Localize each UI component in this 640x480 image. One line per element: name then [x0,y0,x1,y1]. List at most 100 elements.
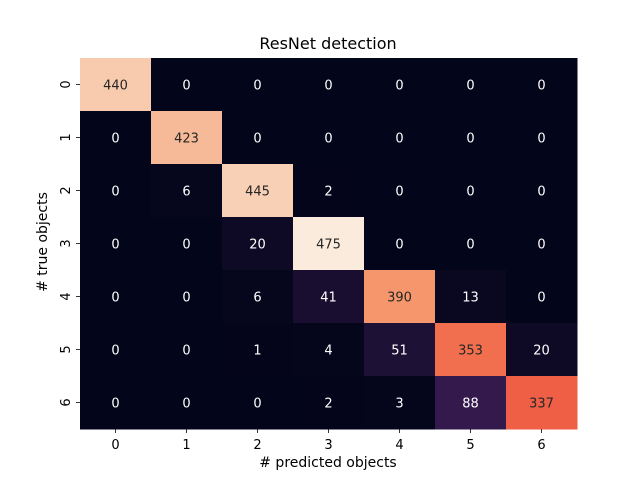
heatmap-cell [506,376,578,430]
heatmap-cell [506,323,578,377]
heatmap-cell [80,323,152,377]
heatmap-cell [151,58,223,112]
cell-value-label: 0 [111,132,119,147]
x-tick-label: 0 [111,438,119,453]
cell-value-label: 0 [537,185,545,200]
y-tick-label: 5 [59,345,74,353]
heatmap-cell [506,270,578,324]
heatmap-cell [293,111,365,165]
cell-value-label: 0 [253,132,261,147]
cell-value-label: 440 [103,79,128,94]
cell-value-label: 0 [324,132,332,147]
cell-value-label: 3 [395,397,403,412]
y-tick-label: 4 [59,292,74,300]
heatmap-cell [151,376,223,430]
cell-value-label: 353 [458,344,483,359]
cell-value-label: 20 [533,344,550,359]
cell-value-label: 0 [111,344,119,359]
cell-value-label: 0 [395,238,403,253]
cell-value-label: 0 [395,185,403,200]
cell-value-label: 390 [387,291,412,306]
heatmap-cell [80,217,152,271]
cell-value-label: 88 [462,397,479,412]
chart-title: ResNet detection [259,34,396,53]
heatmap-cell [435,164,507,218]
heatmap-cell [435,376,507,430]
x-tick-label: 6 [537,438,545,453]
heatmap-cell [293,376,365,430]
heatmap-cell [151,111,223,165]
x-tick-label: 3 [324,438,332,453]
x-axis-label: # predicted objects [259,455,396,471]
heatmap-cell [222,58,294,112]
y-tick-label: 6 [59,398,74,406]
heatmap-cell [506,217,578,271]
cell-value-label: 0 [182,79,190,94]
y-tick-label: 2 [59,186,74,194]
cell-value-label: 0 [324,79,332,94]
heatmap-cell [80,164,152,218]
heatmap-cell [80,58,152,112]
heatmap-cell [506,111,578,165]
cell-value-label: 0 [395,132,403,147]
cell-value-label: 423 [174,132,199,147]
heatmap-cell [364,323,436,377]
heatmap-cell [435,323,507,377]
heatmap-cell [364,217,436,271]
cell-value-label: 51 [391,344,408,359]
heatmap-cell [435,58,507,112]
cell-value-label: 0 [182,238,190,253]
cell-value-label: 0 [253,397,261,412]
heatmap-cell [222,323,294,377]
cell-value-label: 0 [466,79,474,94]
cell-value-label: 0 [111,291,119,306]
heatmap-cell [222,270,294,324]
heatmap-cells: 440 0 0 0 0 0 00 423 0 0 0 0 00 6 445 2 0 0 00 0 20 475 0 0 00 0 6… [80,58,578,430]
y-axis-label: # true objects [35,192,51,292]
heatmap-cell [80,111,152,165]
heatmap-cell [506,164,578,218]
heatmap-cell [364,111,436,165]
cell-value-label: 20 [249,238,266,253]
cell-value-label: 0 [537,79,545,94]
cell-value-label: 0 [253,79,261,94]
heatmap-cell [222,164,294,218]
heatmap-cell [80,376,152,430]
y-tick-label: 0 [59,80,74,88]
x-tick-label: 2 [253,438,261,453]
cell-value-label: 0 [182,397,190,412]
heatmap-cell [364,376,436,430]
heatmap-cell [222,111,294,165]
y-tick-label: 3 [59,239,74,247]
heatmap-cell [293,58,365,112]
cell-value-label: 4 [324,344,332,359]
cell-value-label: 337 [529,397,554,412]
heatmap-cell [222,217,294,271]
heatmap-cell [435,270,507,324]
heatmap-cell [151,270,223,324]
cell-value-label: 445 [245,185,270,200]
cell-value-label: 0 [395,79,403,94]
cell-value-label: 0 [111,397,119,412]
heatmap-cell [151,164,223,218]
cell-value-label: 0 [182,291,190,306]
cell-value-label: 41 [320,291,337,306]
cell-value-label: 0 [111,185,119,200]
heatmap-cell [364,270,436,324]
heatmap-cell [364,164,436,218]
cell-value-label: 0 [111,238,119,253]
heatmap-cell [151,323,223,377]
heatmap-cell [80,270,152,324]
y-tick-label: 1 [59,133,74,141]
heatmap-cell [364,58,436,112]
cell-value-label: 0 [537,132,545,147]
heatmap-cell [435,217,507,271]
cell-value-label: 0 [466,132,474,147]
cell-value-label: 2 [324,185,332,200]
cell-value-label: 13 [462,291,479,306]
cell-value-label: 6 [182,185,190,200]
heatmap-cell [293,323,365,377]
cell-value-label: 0 [537,238,545,253]
heatmap-cell [222,376,294,430]
